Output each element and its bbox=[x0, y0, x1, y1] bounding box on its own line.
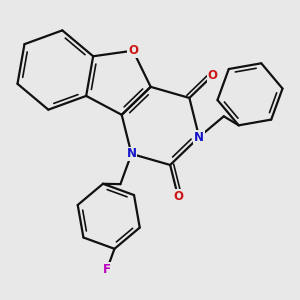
Text: O: O bbox=[128, 44, 138, 57]
Text: N: N bbox=[127, 147, 136, 161]
Text: F: F bbox=[103, 263, 111, 276]
Text: O: O bbox=[173, 190, 183, 203]
Text: N: N bbox=[194, 130, 204, 143]
Text: O: O bbox=[208, 69, 218, 82]
